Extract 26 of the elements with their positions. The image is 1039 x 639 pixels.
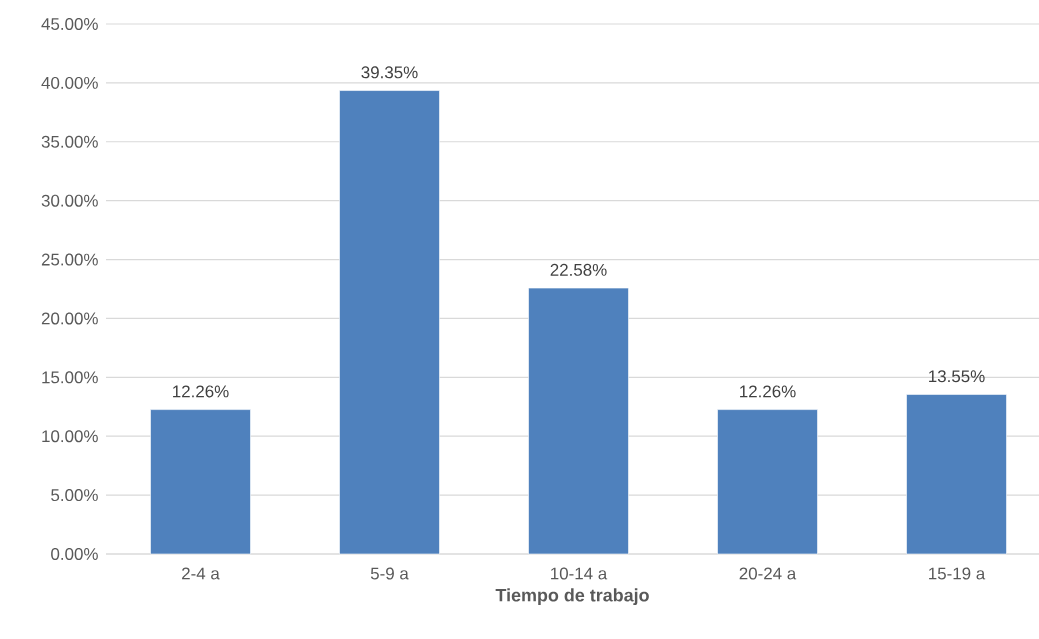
bar xyxy=(906,394,1007,555)
bar xyxy=(528,287,629,555)
data-label: 39.35% xyxy=(361,66,418,79)
data-label: 22.58% xyxy=(550,263,607,276)
y-tick-label: 30.00% xyxy=(41,194,98,207)
y-tick-label: 40.00% xyxy=(41,76,98,89)
bar xyxy=(150,409,251,555)
y-tick-label: 45.00% xyxy=(41,18,98,30)
y-tick-label: 35.00% xyxy=(41,135,98,148)
x-tick-label: 10-14 a xyxy=(551,567,608,580)
x-tick-label: 5-9 a xyxy=(370,567,409,580)
data-label: 12.26% xyxy=(173,385,229,398)
y-tick-label: 25.00% xyxy=(41,253,98,266)
y-tick-label: 15.00% xyxy=(42,371,98,384)
y-tick-label: 5.00% xyxy=(51,489,98,502)
x-tick-label: 20-24 a xyxy=(739,567,797,580)
bar xyxy=(339,90,440,555)
bar xyxy=(717,409,818,555)
data-label: 13.55% xyxy=(929,370,985,383)
x-tick-label: 2-4 a xyxy=(182,567,220,580)
y-tick-label: 0.00% xyxy=(51,548,98,560)
y-tick-label: 10.00% xyxy=(42,430,98,443)
data-label: 12.26% xyxy=(740,385,796,398)
y-tick-label: 20.00% xyxy=(41,312,98,325)
x-tick-label: 15-19 a xyxy=(929,567,986,580)
x-axis-title: Tiempo de trabajo xyxy=(495,588,649,606)
